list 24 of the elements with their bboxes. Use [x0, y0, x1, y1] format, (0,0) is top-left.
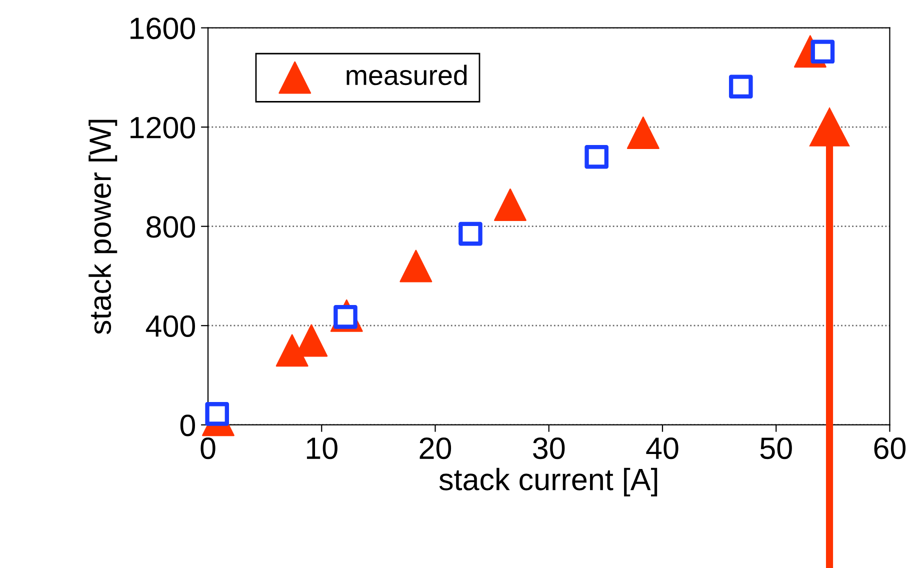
y-tick-label: 1200: [130, 116, 196, 138]
y-axis-title: stack power [W]: [88, 120, 118, 334]
x-axis-title: stack current [A]: [439, 468, 658, 496]
x-tick-label: 0: [200, 437, 216, 460]
x-tick-label: 60: [874, 437, 906, 460]
legend-label: measured: [346, 64, 467, 86]
point: [728, 74, 753, 99]
point: [400, 250, 432, 282]
x-tick-label: 50: [760, 437, 792, 460]
point: [276, 334, 308, 367]
y-tick-label: 400: [146, 315, 196, 337]
x-tick-label: 10: [306, 437, 338, 460]
point: [494, 188, 526, 221]
x-tick-label: 40: [646, 437, 678, 460]
x-tick-label: 20: [420, 437, 452, 460]
y-tick-label: 1600: [130, 18, 196, 40]
x-tick-label: 30: [533, 437, 565, 460]
point: [205, 402, 229, 426]
y-tick-label: 800: [146, 216, 196, 238]
point: [458, 222, 482, 246]
point: [584, 144, 608, 169]
point: [810, 40, 835, 64]
point: [626, 116, 660, 150]
y-tick-label: 0: [180, 414, 196, 436]
